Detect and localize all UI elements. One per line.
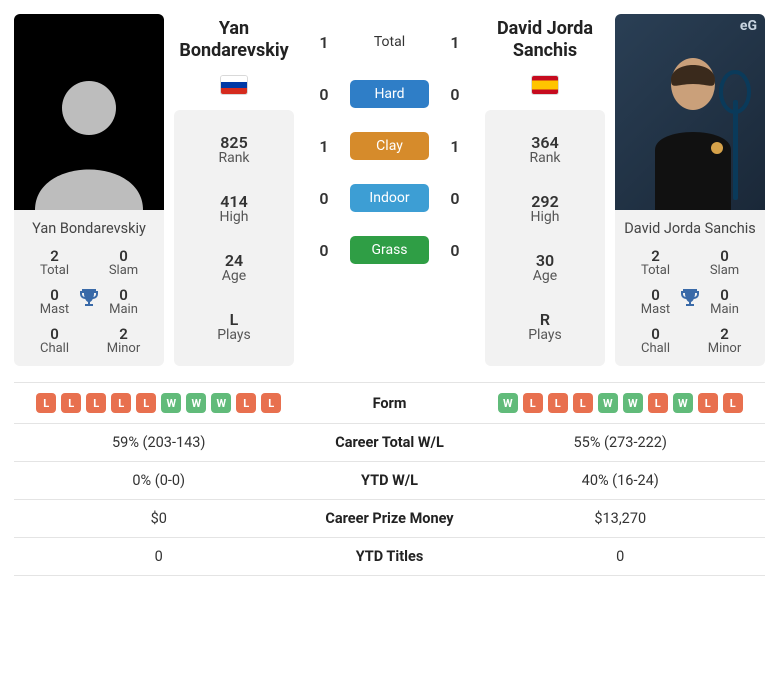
form-chip[interactable]: W	[623, 393, 643, 413]
player2-name-header[interactable]: David Jorda Sanchis	[485, 14, 605, 70]
form-chip[interactable]: L	[36, 393, 56, 413]
player1-name-header[interactable]: Yan Bondarevskiy	[174, 14, 294, 70]
player1-flag	[174, 70, 294, 110]
player2-photo	[615, 14, 765, 210]
row-career-wl: 59% (203-143) Career Total W/L 55% (273-…	[14, 424, 765, 462]
form-chip[interactable]: L	[723, 393, 743, 413]
form-chip[interactable]: L	[523, 393, 543, 413]
trophy-icon	[678, 286, 702, 314]
form-chip[interactable]: W	[673, 393, 693, 413]
p1-form: LLLLLWWWLL	[18, 393, 300, 413]
player2-flag	[485, 70, 605, 110]
player2-card: David Jorda Sanchis 2Total 0Slam 0Mast 0…	[615, 14, 765, 366]
row-prize: $0 Career Prize Money $13,270	[14, 500, 765, 538]
h2h-clay: 1 Clay 1	[304, 132, 475, 160]
form-chip[interactable]: L	[61, 393, 81, 413]
trophy-icon	[77, 286, 101, 314]
h2h-total: 1 Total 1	[304, 28, 475, 56]
row-form: LLLLLWWWLL Form WLLLWWLWLL	[14, 382, 765, 424]
h2h-column: 1 Total 1 0 Hard 0 1 Clay 1 0 Indoor 0 0…	[304, 14, 475, 366]
form-chip[interactable]: W	[161, 393, 181, 413]
form-chip[interactable]: L	[648, 393, 668, 413]
player1-info: Yan Bondarevskiy 825Rank 414High 24Age L…	[174, 14, 294, 366]
player-figure-icon	[625, 40, 755, 210]
player1-photo	[14, 14, 164, 210]
form-chip[interactable]: L	[548, 393, 568, 413]
p2-form: WLLLWWLWLL	[480, 393, 762, 413]
player2-titles: 2Total 0Slam 0Mast 0Main 0Chall 2Minor	[615, 243, 765, 366]
form-chip[interactable]: L	[573, 393, 593, 413]
silhouette-icon	[14, 60, 164, 210]
form-chip[interactable]: L	[261, 393, 281, 413]
form-chip[interactable]: W	[211, 393, 231, 413]
comparison-table: LLLLLWWWLL Form WLLLWWLWLL 59% (203-143)…	[14, 382, 765, 576]
form-chip[interactable]: W	[498, 393, 518, 413]
player1-card: Yan Bondarevskiy 2Total 0Slam 0Mast 0Mai…	[14, 14, 164, 366]
form-chip[interactable]: L	[111, 393, 131, 413]
form-chip[interactable]: L	[698, 393, 718, 413]
row-ytd-wl: 0% (0-0) YTD W/L 40% (16-24)	[14, 462, 765, 500]
h2h-grass: 0 Grass 0	[304, 236, 475, 264]
player2-name[interactable]: David Jorda Sanchis	[615, 210, 765, 243]
form-chip[interactable]: W	[598, 393, 618, 413]
form-chip[interactable]: W	[186, 393, 206, 413]
form-chip[interactable]: L	[136, 393, 156, 413]
player1-name[interactable]: Yan Bondarevskiy	[14, 210, 164, 243]
h2h-hard: 0 Hard 0	[304, 80, 475, 108]
player2-info: David Jorda Sanchis 364Rank 292High 30Ag…	[485, 14, 605, 366]
row-ytd-titles: 0 YTD Titles 0	[14, 538, 765, 576]
form-chip[interactable]: L	[236, 393, 256, 413]
player1-titles: 2Total 0Slam 0Mast 0Main 0Chall 2Minor	[14, 243, 164, 366]
form-chip[interactable]: L	[86, 393, 106, 413]
h2h-indoor: 0 Indoor 0	[304, 184, 475, 212]
